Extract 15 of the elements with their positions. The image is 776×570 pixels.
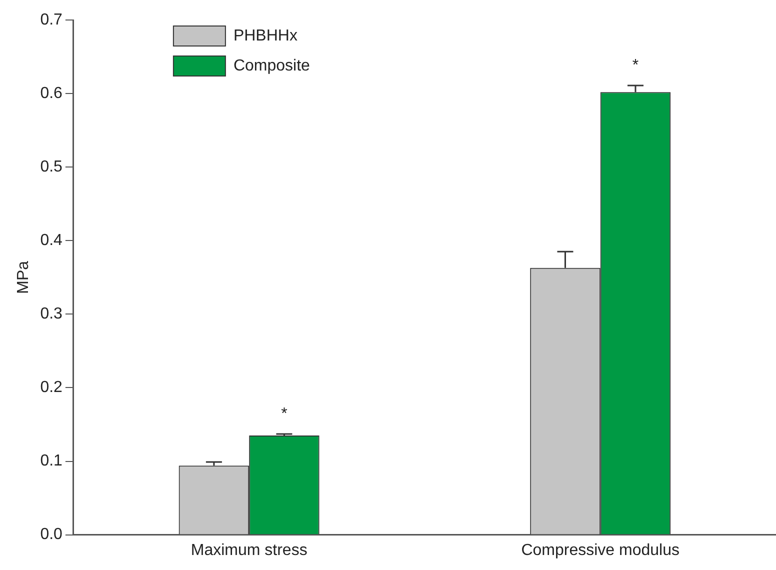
y-tick-label: 0.6: [40, 84, 63, 102]
y-tick-label: 0.3: [40, 306, 63, 323]
legend-label: PHBHHx: [233, 27, 298, 44]
y-tick-label: 0.7: [40, 11, 63, 28]
x-tick-label: Maximum stress: [190, 542, 308, 559]
y-tick-label: 0.5: [40, 158, 63, 176]
y-axis-title: MPa: [15, 260, 32, 294]
y-tick-label: 0.2: [40, 379, 63, 396]
legend-label: Composite: [233, 57, 310, 74]
x-tick-label: Compressive modulus: [521, 542, 680, 559]
y-tick-label: 0.4: [40, 232, 63, 250]
annotation: *: [281, 405, 288, 422]
y-tick-label: 0.1: [40, 452, 63, 470]
annotation: *: [632, 56, 639, 74]
y-tick-label: 0.0: [40, 526, 63, 544]
